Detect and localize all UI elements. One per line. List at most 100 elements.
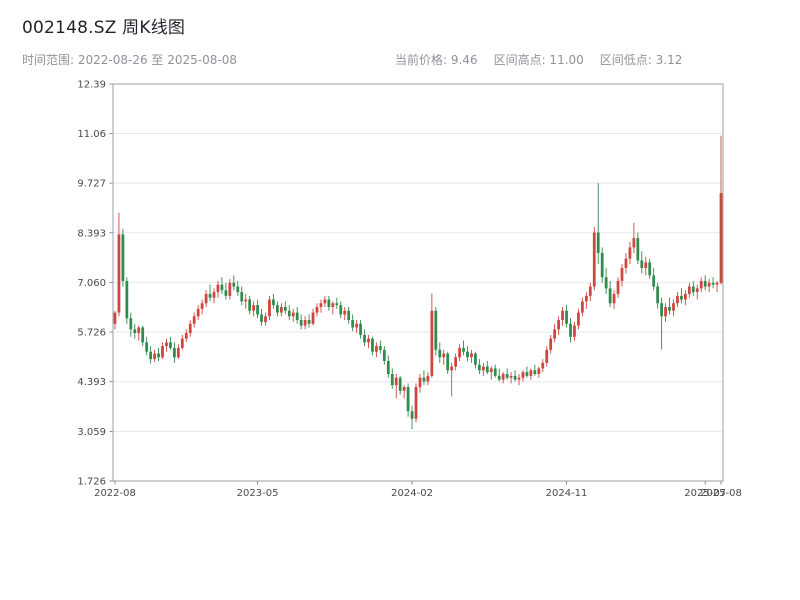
candle — [703, 275, 707, 291]
candle — [295, 306, 299, 324]
candle — [129, 312, 133, 337]
candle — [573, 321, 576, 341]
candle — [303, 316, 307, 330]
candle — [537, 366, 541, 378]
candle — [307, 314, 311, 328]
candle — [279, 303, 283, 317]
candle — [707, 279, 711, 293]
candle — [438, 342, 442, 363]
candle — [311, 308, 315, 326]
candle — [363, 329, 366, 347]
candle — [604, 267, 608, 294]
candle — [652, 267, 656, 291]
candle — [161, 342, 164, 360]
candle — [386, 355, 390, 378]
candle — [200, 299, 204, 315]
x-tick-label: 2024-11 — [546, 488, 588, 499]
candle — [240, 286, 244, 306]
candle — [371, 336, 374, 356]
candle — [244, 293, 248, 309]
candle — [434, 306, 438, 356]
candle — [232, 275, 236, 291]
candle — [687, 282, 691, 298]
candle — [676, 292, 679, 307]
candle — [422, 370, 426, 386]
candle — [505, 368, 509, 380]
candle — [339, 301, 343, 319]
candle — [224, 282, 228, 300]
candle — [410, 405, 414, 430]
candle — [513, 370, 517, 382]
candle — [478, 359, 481, 375]
candle — [596, 183, 600, 265]
candle — [683, 290, 687, 306]
candle — [319, 299, 323, 313]
y-tick-label: 5.726 — [77, 328, 106, 339]
candle — [660, 297, 663, 350]
candle — [493, 364, 497, 378]
candle — [644, 256, 648, 276]
candle — [668, 297, 671, 315]
x-tick-label: 2023-05 — [237, 488, 279, 499]
candle — [592, 226, 596, 291]
candle — [173, 342, 176, 363]
candle — [719, 135, 723, 285]
candle — [569, 318, 572, 343]
candle — [343, 306, 347, 321]
y-tick-label: 12.39 — [77, 80, 106, 91]
candles-layer — [113, 135, 723, 430]
y-tick-label: 3.059 — [77, 427, 106, 438]
candle — [275, 301, 279, 317]
candle — [406, 383, 410, 417]
candle — [351, 314, 355, 332]
candle — [672, 299, 675, 317]
candle — [299, 314, 303, 330]
candle — [264, 312, 267, 326]
y-tick-label: 11.06 — [77, 129, 106, 140]
candle — [466, 346, 469, 361]
candle — [137, 325, 141, 341]
candle — [141, 325, 145, 347]
candle — [612, 290, 616, 309]
candle — [557, 316, 561, 335]
candle — [458, 344, 461, 361]
candle — [470, 349, 473, 363]
candle — [176, 344, 180, 360]
candle — [375, 342, 378, 358]
candle — [414, 383, 418, 423]
candle — [355, 320, 358, 334]
candle — [600, 247, 604, 283]
candle — [367, 334, 370, 348]
candle — [149, 346, 153, 364]
candle — [153, 349, 156, 363]
candle — [664, 303, 667, 322]
candle — [216, 280, 220, 298]
candle — [331, 301, 335, 315]
candle — [390, 368, 394, 389]
candle — [196, 305, 200, 321]
candle — [541, 359, 545, 373]
candle — [549, 334, 553, 354]
candle — [192, 312, 196, 328]
candle — [620, 264, 624, 287]
candle — [347, 306, 351, 324]
chart-meta: 当前价格: 9.46 区间高点: 11.00 区间低点: 3.12 — [395, 51, 682, 68]
candle — [588, 282, 592, 302]
x-tick-label: 2022-08 — [94, 488, 136, 499]
candle — [248, 295, 252, 315]
y-tick-label: 7.060 — [77, 278, 106, 289]
candle — [335, 297, 339, 309]
x-tick-label: 2025-07 — [684, 488, 726, 499]
range-low-stat: 区间低点: 3.12 — [599, 53, 683, 67]
candle — [220, 277, 224, 294]
candle — [145, 336, 149, 356]
candle — [398, 375, 402, 395]
candle — [699, 277, 703, 293]
candle — [691, 280, 695, 296]
candle — [711, 277, 715, 289]
candle — [577, 308, 580, 330]
candle — [184, 329, 188, 343]
candle — [260, 308, 263, 326]
candle — [640, 251, 644, 274]
